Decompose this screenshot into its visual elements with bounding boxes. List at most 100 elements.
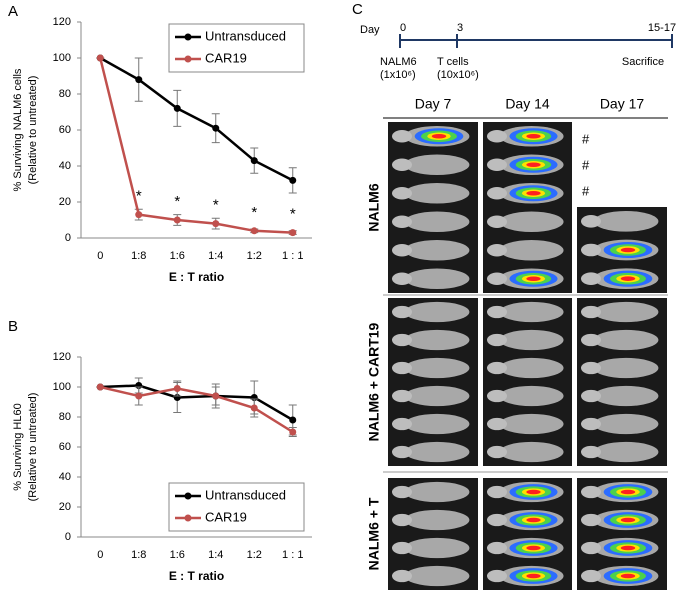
mouse-head [392, 541, 412, 555]
y-tick-label: 60 [59, 441, 71, 453]
mouse-head [392, 361, 412, 375]
mouse-image [404, 481, 470, 503]
timeline-event: Sacrifice [622, 56, 664, 68]
y-tick-label: 120 [53, 16, 71, 28]
timeline-event: (1x10⁶) [380, 69, 416, 81]
annotation: * [290, 206, 296, 223]
data-point [173, 216, 181, 224]
legend-marker [184, 55, 192, 63]
mouse-head [487, 272, 507, 286]
mark: # [582, 131, 590, 146]
mouse-head [392, 485, 412, 499]
series-line [99, 56, 294, 182]
signal [620, 517, 636, 523]
mouse-head [392, 569, 412, 583]
legend-box [168, 23, 305, 73]
mouse-head [487, 445, 507, 459]
x-axis-label: E : T ratio [169, 270, 224, 284]
image-panel [388, 122, 478, 293]
mouse-head [487, 513, 507, 527]
mouse-image [404, 413, 470, 435]
data-point [173, 104, 181, 112]
legend-marker [184, 514, 192, 522]
mouse-image [593, 385, 659, 407]
mouse-head [487, 305, 507, 319]
signal [526, 276, 541, 282]
mouse-head [487, 158, 507, 172]
y-tick-label: 40 [59, 160, 71, 172]
data-point [289, 229, 297, 237]
mouse-head [581, 417, 601, 431]
mouse-head [487, 569, 507, 583]
mark: # [582, 157, 590, 172]
mouse-image [499, 329, 564, 351]
column-label: Day 14 [505, 96, 550, 112]
signal [526, 489, 541, 495]
legend-label: CAR19 [205, 509, 247, 524]
mouse-image [404, 357, 470, 379]
mouse-image [404, 329, 470, 351]
mouse-image [404, 268, 470, 290]
legend-label: Untransduced [205, 28, 286, 43]
x-tick-label: 0 [97, 549, 103, 561]
series-line [99, 385, 294, 434]
image-panel [483, 122, 572, 293]
signal [526, 517, 541, 523]
row-label: NALM6 [366, 183, 382, 231]
y-axis-label: (Relative to untreated) [27, 76, 39, 185]
timeline-day: 0 [400, 22, 406, 34]
data-point [250, 227, 258, 235]
mouse-head [392, 305, 412, 319]
mouse-image [404, 239, 470, 261]
legend-label: Untransduced [205, 487, 286, 502]
data-point [96, 54, 104, 62]
signal [526, 133, 541, 139]
y-axis-label: % Surviving HL60 [12, 403, 24, 490]
mouse-image [404, 385, 470, 407]
x-tick-label: 1:6 [170, 549, 185, 561]
y-tick-label: 60 [59, 124, 71, 136]
mouse-image [404, 301, 470, 323]
mouse-image [404, 154, 470, 176]
signal [620, 545, 636, 551]
x-tick-label: 1:8 [131, 549, 146, 561]
data-point [135, 392, 143, 400]
mouse-head [581, 361, 601, 375]
series-line [100, 384, 294, 422]
y-tick-label: 20 [59, 501, 71, 513]
timeline-day: 15-17 [648, 22, 676, 34]
signal [431, 133, 447, 139]
mouse-head [581, 485, 601, 499]
x-tick-label: 1 : 1 [282, 250, 303, 262]
x-tick-label: 0 [97, 250, 103, 262]
y-tick-label: 80 [59, 88, 71, 100]
mouse-image [499, 413, 564, 435]
signal [526, 162, 541, 168]
mouse-image [499, 357, 564, 379]
signal [620, 276, 636, 281]
mouse-head [487, 243, 507, 257]
mouse-head [487, 485, 507, 499]
y-axis-label: % Surviving NALM6 cells [12, 68, 24, 191]
data-point [250, 404, 258, 412]
mouse-head [392, 417, 412, 431]
data-point [135, 211, 143, 219]
annotation: * [213, 197, 219, 214]
x-tick-label: 1:4 [208, 549, 223, 561]
column-label: Day 17 [600, 96, 645, 112]
mouse-image [593, 441, 659, 463]
mouse-image [499, 239, 564, 261]
mouse-image [499, 385, 564, 407]
x-tick-label: 1 : 1 [282, 549, 303, 561]
legend-marker [184, 492, 192, 500]
data-point [289, 428, 297, 436]
image-panel [577, 298, 667, 466]
mouse-head [487, 129, 507, 143]
data-point [289, 416, 297, 424]
mouse-image [404, 565, 470, 587]
mouse-head [487, 417, 507, 431]
signal [620, 247, 636, 253]
mouse-head [392, 389, 412, 403]
